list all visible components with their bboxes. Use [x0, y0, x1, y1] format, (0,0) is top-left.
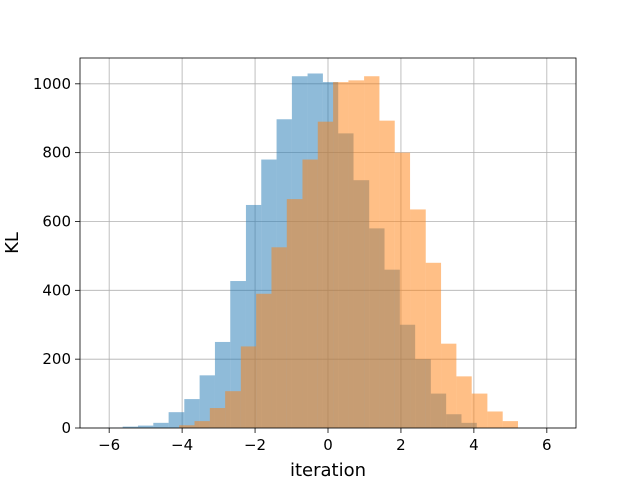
- x-tick-label: −4: [171, 436, 193, 454]
- histogram-bar-series-2: [425, 262, 442, 428]
- y-tick-label: 400: [42, 281, 71, 299]
- histogram-bar-series-2: [286, 199, 303, 428]
- x-tick-label: −2: [244, 436, 266, 454]
- x-axis-label: iteration: [290, 460, 366, 480]
- histogram-bar-series-1: [184, 399, 200, 428]
- x-tick-label: −6: [98, 436, 120, 454]
- histogram-bar-series-2: [271, 247, 287, 428]
- histogram-bar-series-1: [137, 425, 154, 428]
- histogram-bar-series-2: [487, 411, 503, 428]
- histogram-bar-series-1: [153, 422, 169, 428]
- histogram-bar-series-2: [348, 80, 365, 428]
- histogram-bar-series-2: [379, 120, 395, 429]
- histogram-bar-series-2: [410, 209, 426, 428]
- y-tick-label: 800: [42, 144, 71, 162]
- histogram-bar-series-2: [441, 343, 457, 428]
- histogram-bar-series-2: [394, 152, 411, 428]
- histogram-bar-series-2: [456, 376, 472, 428]
- histogram-bar-series-2: [317, 121, 334, 429]
- histogram-bar-series-1: [168, 412, 185, 428]
- histogram-bar-series-2: [302, 159, 318, 428]
- x-tick-label: 0: [323, 436, 333, 454]
- histogram-bar-series-2: [333, 82, 349, 429]
- histogram-bar-series-2: [256, 293, 272, 428]
- y-tick-label: 0: [61, 419, 71, 437]
- histogram-bars: [106, 73, 519, 429]
- y-tick-label: 1000: [33, 75, 71, 93]
- histogram-bar-series-2: [209, 408, 226, 428]
- histogram-bar-series-2: [364, 76, 380, 429]
- x-tick-label: 6: [542, 436, 552, 454]
- histogram-bar-series-2: [502, 421, 519, 428]
- histogram-bar-series-1: [122, 426, 138, 428]
- histogram-bar-series-2: [471, 393, 488, 428]
- histogram-bar-series-2: [225, 391, 241, 428]
- histogram-bar-series-2: [179, 425, 195, 428]
- y-axis-label: KL: [2, 232, 23, 254]
- histogram-bar-series-2: [194, 421, 210, 428]
- y-tick-label: 600: [42, 212, 71, 230]
- axis-ticks: −6 −4 −2 0 2 4 6 0 200 400 600 800 1000: [33, 75, 552, 454]
- x-tick-label: 4: [469, 436, 479, 454]
- x-tick-label: 2: [396, 436, 406, 454]
- histogram-bar-series-2: [240, 346, 257, 428]
- y-tick-label: 200: [42, 350, 71, 368]
